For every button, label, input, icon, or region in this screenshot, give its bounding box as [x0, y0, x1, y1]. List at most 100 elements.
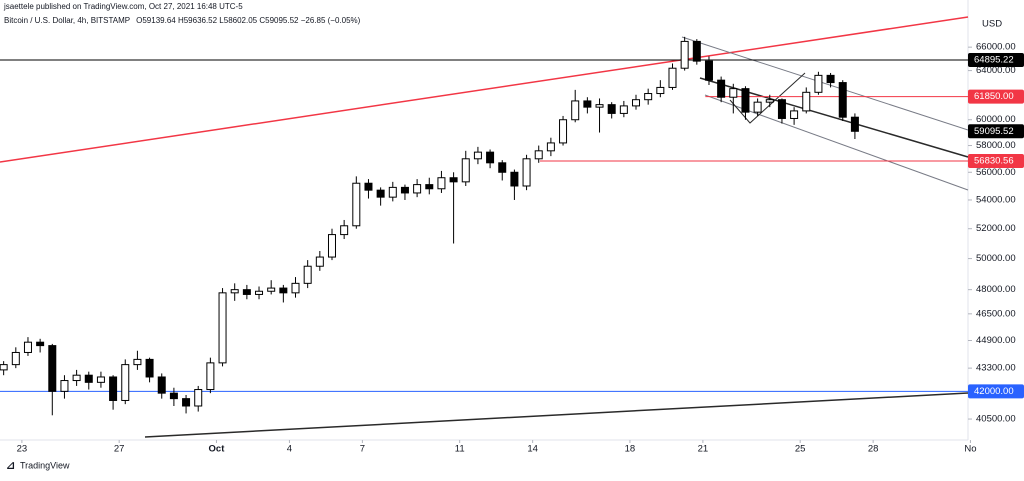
level-tag: [968, 154, 1024, 169]
candle-body: [668, 67, 677, 88]
candle-body: [619, 105, 628, 114]
y-tick-label: 44900.00: [976, 335, 1016, 346]
candle-body: [388, 186, 397, 198]
y-tick-label: 50000.00: [976, 253, 1016, 264]
x-tick-label: 23: [17, 444, 28, 455]
candle-body: [486, 151, 495, 164]
chart-title: Bitcoin / U.S. Dollar, 4h, BITSTAMP: [4, 16, 130, 25]
candle-body: [461, 158, 470, 183]
candle-body: [133, 358, 142, 366]
candle-body: [583, 100, 592, 108]
publisher-note: jsaettele published on TradingView.com, …: [3, 2, 243, 11]
level-tag: [968, 384, 1024, 399]
candle-body: [510, 171, 519, 187]
y-tick-label: 48000.00: [976, 284, 1016, 295]
candles: [0, 36, 859, 416]
candle-body: [340, 225, 349, 236]
candle-body: [741, 88, 750, 113]
y-tick-label: 54000.00: [976, 194, 1016, 205]
x-tick-label: 4: [287, 444, 292, 455]
last-price-label: 59095.52: [974, 126, 1014, 137]
candle-body: [632, 99, 641, 107]
candle-body: [352, 182, 361, 227]
level-label: 56830.56: [974, 156, 1014, 167]
brand: TradingView: [20, 460, 70, 470]
x-tick-label: 7: [360, 444, 365, 455]
candle-body: [473, 151, 482, 160]
candle-body: [84, 374, 93, 383]
x-tick-label: 27: [114, 444, 125, 455]
candle-body: [23, 341, 32, 353]
candle-body: [400, 186, 409, 194]
candle-body: [692, 40, 701, 62]
x-tick-label: 21: [698, 444, 709, 455]
candle-body: [656, 86, 665, 95]
candle-body: [729, 88, 738, 98]
candle-body: [303, 265, 312, 284]
candle-body: [790, 110, 799, 119]
levels: 64895.22 61850.00 56830.56 42000.00: [0, 53, 1024, 399]
candle-body: [595, 104, 604, 108]
candle-body: [157, 376, 166, 394]
drawings: [0, 16, 969, 438]
candle-body: [850, 116, 859, 132]
candle-body: [644, 93, 653, 101]
ohlc-readout: O59139.64 H59636.52 L58602.05 C59095.52 …: [136, 16, 361, 25]
x-tick-label: 28: [868, 444, 879, 455]
candle-body: [72, 374, 81, 382]
candle-body: [571, 100, 580, 121]
candle-body: [704, 60, 713, 81]
candle-body: [218, 292, 227, 364]
candle-body: [48, 345, 57, 392]
candle-body: [413, 184, 422, 194]
y-tick-label: 52000.00: [976, 223, 1016, 234]
y-tick-label: 58000.00: [976, 140, 1016, 151]
candle-body: [826, 74, 835, 84]
candle-body: [534, 150, 543, 160]
candle-body: [717, 79, 726, 98]
candle-body: [437, 177, 446, 190]
y-tick-label: 46500.00: [976, 308, 1016, 319]
candle-body: [242, 289, 251, 295]
candle-body: [802, 91, 811, 112]
candle-body: [279, 287, 288, 294]
level-tag: [968, 53, 1024, 68]
candle-body: [255, 290, 264, 295]
candle-body: [765, 99, 774, 103]
candle-body: [315, 256, 324, 267]
candle-body: [36, 341, 45, 347]
last-price-tag: [968, 124, 1024, 139]
candle-body: [814, 74, 823, 93]
y-tick-label: 66000.00: [976, 42, 1016, 53]
candle-body: [60, 380, 69, 392]
x-tick-label: 25: [795, 444, 806, 455]
candle-body: [291, 282, 300, 294]
candle-body: [522, 158, 531, 187]
candle-body: [449, 177, 458, 183]
candle-body: [230, 289, 239, 294]
candle-body: [364, 182, 373, 191]
candle-body: [109, 376, 118, 401]
y-tick-label: 64000.00: [976, 65, 1016, 76]
x-tick-label: Oct: [209, 444, 226, 455]
candle-body: [327, 234, 336, 258]
currency-label: USD: [982, 19, 1002, 30]
x-tick-label: No: [964, 444, 976, 455]
candle-body: [145, 358, 154, 378]
channel-line: [699, 77, 969, 158]
candle-body: [194, 389, 203, 407]
level-tag: [968, 89, 1024, 104]
candle-body: [559, 119, 568, 144]
candle-body: [546, 142, 555, 152]
candle-body: [206, 362, 215, 391]
candle-body: [267, 287, 276, 292]
x-tick-label: 14: [527, 444, 538, 455]
candle-body: [96, 376, 105, 383]
trendline: [0, 16, 969, 163]
candle-body: [169, 392, 178, 400]
candle-body: [680, 40, 689, 69]
candle-body: [498, 162, 507, 173]
y-tick-label: 43300.00: [976, 363, 1016, 374]
